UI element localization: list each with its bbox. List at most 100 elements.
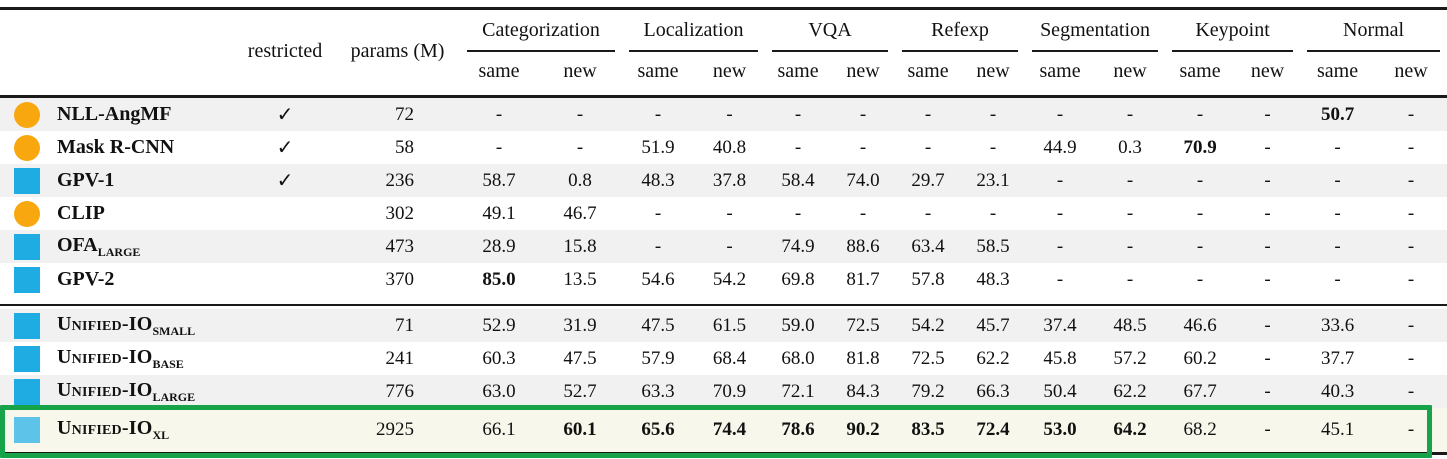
- value-cell: -: [895, 96, 962, 131]
- value-cell: 44.9: [1043, 136, 1077, 158]
- value-cell: 46.7: [563, 202, 597, 224]
- value-cell: 40.3: [1300, 375, 1376, 408]
- model-name-text: Unified-IO: [57, 345, 153, 368]
- subcolumn-categorization-new: new: [563, 60, 597, 82]
- value-cell: 85.0: [482, 268, 516, 290]
- model-size-subscript: LARGE: [152, 389, 196, 404]
- column-group-label: VQA: [772, 19, 889, 52]
- model-name: Unified-IOLARGE: [45, 375, 235, 408]
- row-unified-io-small: Unified-IOSMALL 71 52.9 31.9 47.5 61.5 59.0 72.…: [0, 309, 1447, 342]
- header-subcolumn-row: same new same new same new same new same new same n…: [0, 52, 1447, 97]
- column-group-normal: Normal: [1300, 9, 1447, 52]
- check-icon: ✓: [276, 104, 294, 126]
- value-cell: 48.3: [976, 268, 1010, 290]
- section-separator-row: [0, 296, 1447, 309]
- restricted-cell: [235, 197, 335, 230]
- row-ofa-large: OFALARGE 473 28.9 15.8- -74.9 88.6 63.4 58.5- - -…: [0, 230, 1447, 263]
- value-cell: -: [1264, 268, 1271, 290]
- value-cell: -: [694, 96, 766, 131]
- value-cell: 28.9: [460, 230, 538, 263]
- restricted-column-header: restricted: [247, 39, 323, 62]
- row-unified-io-large: Unified-IOLARGE 776 63.0 52.7 63.3 70.9 72.1 84…: [0, 375, 1447, 408]
- value-cell: 47.5: [563, 347, 597, 369]
- column-group-label: Categorization: [467, 19, 616, 52]
- subcolumn-refexp-new: new: [976, 60, 1010, 82]
- square-marker-icon: [13, 312, 40, 339]
- value-cell: -: [1126, 202, 1134, 224]
- column-group-label: Keypoint: [1172, 19, 1294, 52]
- table-body: NLL-AngMF ✓ 72- - - - - - - - - - - -50.7- Mask R-CNN ✓…: [0, 96, 1447, 454]
- value-cell: 15.8: [538, 230, 623, 263]
- value-cell: 78.6: [765, 408, 832, 454]
- restricted-cell: [235, 342, 335, 375]
- value-cell: -: [1264, 347, 1271, 369]
- circle-marker-icon: [13, 101, 40, 128]
- marker-cell: [0, 96, 45, 131]
- row-gpv-1: GPV-1 ✓ 236 58.7 0.8 48.3 37.8 58.4 74.0 29.7 23.1…: [0, 164, 1447, 197]
- column-group-label: Refexp: [902, 19, 1019, 52]
- column-group-keypoint: Keypoint: [1165, 9, 1300, 52]
- value-cell: -: [1375, 375, 1447, 408]
- subcolumn-keypoint-new: new: [1250, 60, 1285, 82]
- subcolumn-keypoint-same: same: [1179, 60, 1221, 82]
- square-marker-icon: [13, 233, 40, 260]
- value-cell: 74.0: [831, 164, 896, 197]
- params-cell: 58: [395, 136, 414, 158]
- value-cell: -: [924, 136, 932, 158]
- value-cell: 68.4: [712, 347, 747, 369]
- value-cell: -: [1407, 268, 1415, 290]
- restricted-cell: ✓: [235, 96, 335, 131]
- value-cell: -: [1025, 230, 1096, 263]
- check-icon: ✓: [276, 137, 294, 159]
- column-group-label: Normal: [1307, 19, 1441, 52]
- circle-marker-icon: [13, 200, 40, 227]
- value-cell: 45.7: [961, 309, 1026, 342]
- value-cell: 72.5: [911, 347, 945, 369]
- subcolumn-categorization-same: same: [478, 60, 520, 82]
- model-name-text: OFA: [57, 233, 98, 256]
- value-cell: 23.1: [961, 164, 1026, 197]
- model-size-subscript: XL: [152, 428, 170, 442]
- section-separator-line: [0, 303, 1447, 306]
- column-group-label: Segmentation: [1032, 19, 1159, 52]
- value-cell: 84.3: [831, 375, 896, 408]
- value-cell: -: [1095, 96, 1166, 131]
- value-cell: -: [765, 96, 832, 131]
- params-cell: 236: [335, 164, 460, 197]
- value-cell: 81.8: [846, 347, 880, 369]
- value-cell: 74.4: [694, 408, 766, 454]
- model-name: Unified-IOSMALL: [45, 309, 235, 342]
- value-cell: -: [924, 202, 932, 224]
- value-cell: -: [961, 96, 1026, 131]
- value-cell: -: [859, 136, 867, 158]
- value-cell: 50.7: [1300, 96, 1376, 131]
- column-group-label: Localization: [629, 19, 759, 52]
- model-name: GPV-2: [45, 263, 235, 296]
- value-cell: -: [1375, 309, 1447, 342]
- value-cell: -: [1056, 202, 1064, 224]
- value-cell: -: [1375, 230, 1447, 263]
- restricted-cell: [235, 408, 335, 454]
- column-group-localization: Localization: [622, 9, 765, 52]
- value-cell: 88.6: [831, 230, 896, 263]
- square-marker-icon: [13, 266, 40, 293]
- marker-cell: [0, 164, 45, 197]
- value-cell: -: [1056, 268, 1064, 290]
- value-cell: 46.6: [1165, 309, 1236, 342]
- row-unified-io-xl[interactable]: Unified-IOXL 2925 66.1 60.1 65.6 74.4 78.6 90.2…: [0, 408, 1447, 454]
- value-cell: 37.4: [1025, 309, 1096, 342]
- column-group-categorization: Categorization: [460, 9, 622, 52]
- value-cell: 57.2: [1113, 347, 1147, 369]
- value-cell: -: [1375, 408, 1447, 454]
- params-cell: 72: [335, 96, 460, 131]
- value-cell: -: [1095, 230, 1166, 263]
- model-name: Mask R-CNN: [45, 131, 235, 164]
- value-cell: 47.5: [622, 309, 695, 342]
- value-cell: -: [726, 202, 733, 224]
- value-cell: -: [1407, 136, 1415, 158]
- value-cell: -: [1235, 375, 1301, 408]
- value-cell: 0.3: [1118, 136, 1142, 158]
- value-cell: -: [1196, 202, 1204, 224]
- model-name-text: GPV-1: [57, 169, 115, 191]
